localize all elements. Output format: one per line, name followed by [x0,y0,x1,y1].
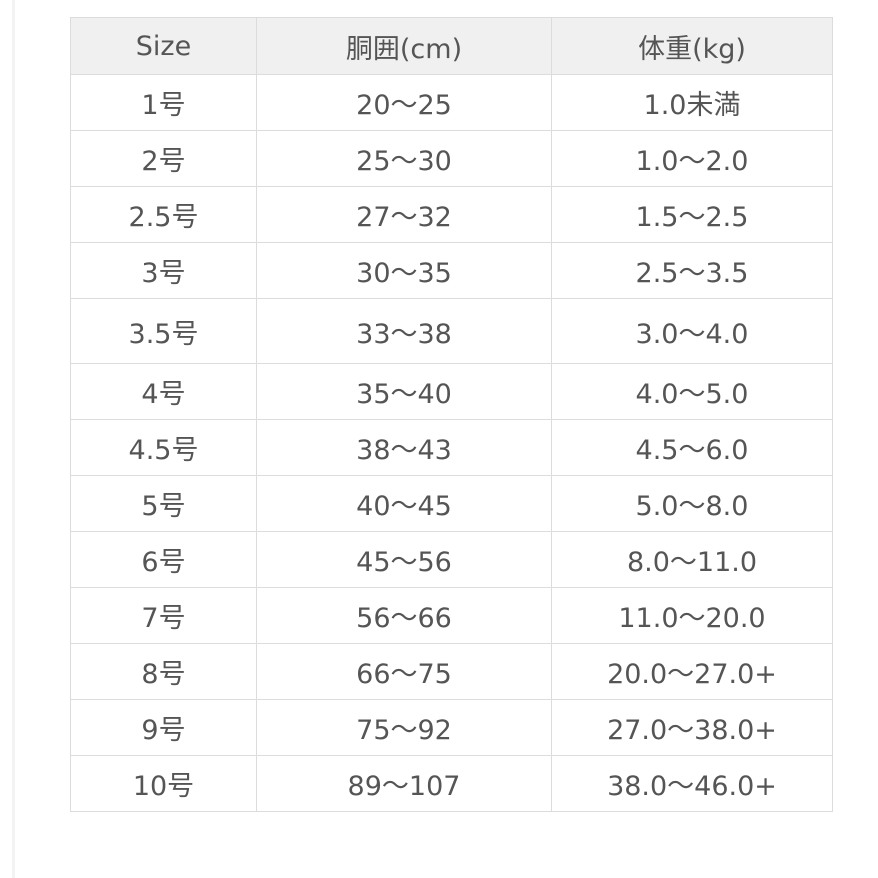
table-row: 1号 20〜25 1.0未満 [70,74,833,131]
cell-weight: 11.0〜20.0 [551,587,833,644]
header-row: Size 胴囲(cm) 体重(kg) [70,17,833,75]
cell-size: 3号 [70,242,257,299]
cell-waist: 45〜56 [256,531,552,588]
table-row: 6号 45〜56 8.0〜11.0 [70,531,833,588]
page-edge-divider [12,0,15,878]
table-row: 3.5号 33〜38 3.0〜4.0 [70,298,833,364]
cell-weight: 8.0〜11.0 [551,531,833,588]
table-row: 3号 30〜35 2.5〜3.5 [70,242,833,299]
cell-weight: 1.0未満 [551,74,833,131]
cell-weight: 20.0〜27.0+ [551,643,833,700]
table-row: 5号 40〜45 5.0〜8.0 [70,475,833,532]
cell-weight: 3.0〜4.0 [551,298,833,364]
table-row: 4号 35〜40 4.0〜5.0 [70,363,833,420]
table-row: 7号 56〜66 11.0〜20.0 [70,587,833,644]
cell-waist: 33〜38 [256,298,552,364]
cell-size: 2号 [70,130,257,187]
cell-size: 1号 [70,74,257,131]
cell-waist: 40〜45 [256,475,552,532]
cell-weight: 27.0〜38.0+ [551,699,833,756]
cell-size: 5号 [70,475,257,532]
table-row: 10号 89〜107 38.0〜46.0+ [70,755,833,812]
header-weight: 体重(kg) [551,17,833,75]
cell-waist: 38〜43 [256,419,552,476]
header-size: Size [70,17,257,75]
table-row: 4.5号 38〜43 4.5〜6.0 [70,419,833,476]
cell-size: 9号 [70,699,257,756]
cell-weight: 1.0〜2.0 [551,130,833,187]
cell-waist: 89〜107 [256,755,552,812]
table-row: 8号 66〜75 20.0〜27.0+ [70,643,833,700]
cell-waist: 66〜75 [256,643,552,700]
cell-weight: 5.0〜8.0 [551,475,833,532]
size-chart-table: Size 胴囲(cm) 体重(kg) 1号 20〜25 1.0未満 2号 25〜30 1.… [70,17,833,812]
cell-waist: 27〜32 [256,186,552,243]
cell-waist: 25〜30 [256,130,552,187]
cell-size: 2.5号 [70,186,257,243]
cell-size: 3.5号 [70,298,257,364]
cell-weight: 4.5〜6.0 [551,419,833,476]
cell-waist: 35〜40 [256,363,552,420]
cell-weight: 2.5〜3.5 [551,242,833,299]
cell-size: 4.5号 [70,419,257,476]
cell-size: 7号 [70,587,257,644]
cell-weight: 38.0〜46.0+ [551,755,833,812]
cell-waist: 75〜92 [256,699,552,756]
table-row: 9号 75〜92 27.0〜38.0+ [70,699,833,756]
table-row: 2号 25〜30 1.0〜2.0 [70,130,833,187]
table-row: 2.5号 27〜32 1.5〜2.5 [70,186,833,243]
cell-waist: 20〜25 [256,74,552,131]
header-waist: 胴囲(cm) [256,17,552,75]
cell-size: 10号 [70,755,257,812]
cell-size: 4号 [70,363,257,420]
cell-size: 6号 [70,531,257,588]
cell-weight: 4.0〜5.0 [551,363,833,420]
cell-waist: 30〜35 [256,242,552,299]
cell-waist: 56〜66 [256,587,552,644]
cell-weight: 1.5〜2.5 [551,186,833,243]
cell-size: 8号 [70,643,257,700]
